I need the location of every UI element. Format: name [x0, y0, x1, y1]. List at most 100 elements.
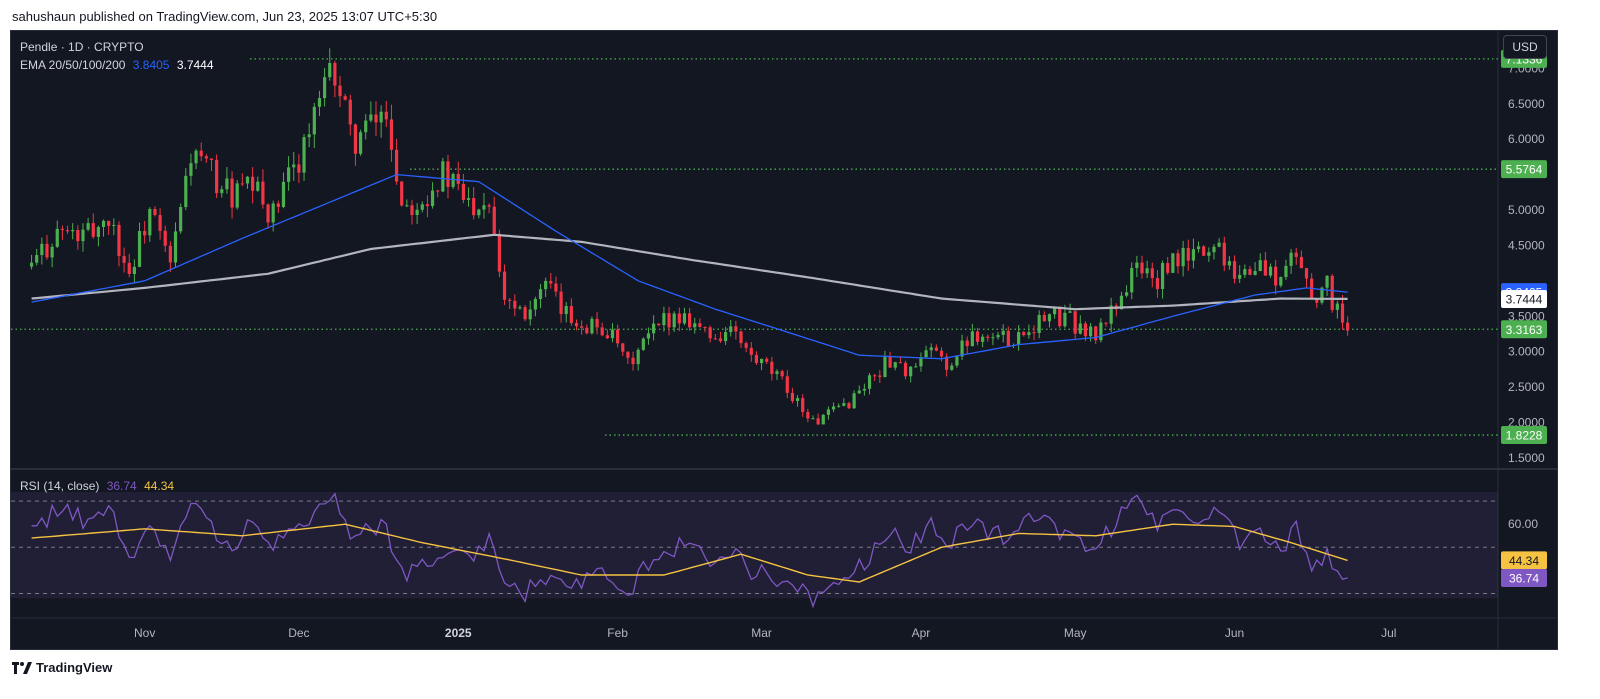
price-tick-label: 4.5000 [1508, 238, 1545, 252]
footer-bar [0, 650, 1600, 699]
candle-body [857, 390, 861, 394]
ema-value-white: 3.7444 [176, 58, 214, 72]
candle-body [641, 338, 645, 350]
candle-body [1053, 306, 1057, 315]
candle-body [806, 411, 810, 419]
candle-body [1212, 246, 1216, 253]
candle-body [955, 356, 959, 366]
candle-body [862, 388, 866, 391]
candle-body [91, 223, 95, 237]
rsi-tags: 44.34 36.74 [1501, 551, 1547, 587]
candle-body [466, 198, 471, 200]
candle-body [1166, 263, 1170, 273]
candle-body [790, 392, 795, 401]
candle-body [322, 77, 327, 99]
candle-body [86, 223, 90, 230]
candle-body [338, 85, 342, 97]
candle-body [456, 174, 460, 184]
candle-body [667, 313, 671, 328]
candle-body [1330, 275, 1334, 310]
candle-body [358, 132, 363, 154]
horizontal-levels [11, 58, 1498, 436]
candle-body [415, 209, 419, 216]
candle-body [184, 175, 188, 208]
candle-body [585, 327, 589, 334]
price-tick-label: 6.5000 [1508, 97, 1545, 111]
candle-body [400, 181, 404, 206]
candle-body [168, 245, 172, 263]
candle-body [348, 99, 352, 125]
tradingview-logo[interactable]: TradingView [12, 660, 112, 675]
candle-body [867, 375, 872, 389]
candle-body [1176, 253, 1180, 267]
candle-body [1027, 332, 1031, 336]
candle-body [333, 62, 337, 86]
candle-body [1274, 266, 1278, 286]
candle-body [929, 347, 933, 351]
candle-body [559, 291, 563, 315]
rsi-legend[interactable]: RSI (14, close) 36.74 44.34 [20, 479, 174, 493]
candle-body [698, 323, 702, 327]
time-tick-label: May [1064, 626, 1087, 640]
currency-button[interactable]: USD [1503, 35, 1547, 59]
candle-body [1299, 256, 1303, 269]
candle-body [1109, 305, 1113, 324]
candle-body [621, 343, 625, 352]
tradingview-logo-icon [12, 661, 32, 674]
symbol-legend[interactable]: Pendle · 1D · CRYPTO [20, 40, 144, 54]
rsi-ma-value: 44.34 [144, 479, 175, 493]
candle-body [502, 271, 507, 300]
candle-body [569, 306, 573, 324]
candle-body [1238, 274, 1242, 279]
candle-body [137, 231, 142, 267]
ema-white-tag-bg [1501, 289, 1547, 308]
candle-body [230, 178, 234, 208]
candle-body [153, 209, 157, 216]
candle-body [605, 335, 609, 339]
candle-body [1217, 242, 1221, 247]
rsi-ma-line [31, 523, 1348, 583]
time-tick-label: Jun [1225, 626, 1244, 640]
candle-body [1032, 332, 1036, 334]
candle-body [45, 243, 49, 258]
candle-body [996, 334, 1000, 338]
candle-body [1207, 252, 1211, 256]
level-tag: 3.3163 [1506, 323, 1543, 337]
price-tick-label: 3.0000 [1508, 345, 1545, 359]
ema-white-tag: 3.7444 [1506, 292, 1543, 306]
rsi-ma-tag-bg [1501, 551, 1547, 570]
rsi-label: RSI (14, close) [20, 479, 100, 493]
candle-body [682, 313, 687, 324]
candle-body [826, 409, 831, 415]
candle-body [538, 289, 543, 299]
candle-body [245, 176, 250, 184]
candle-body [225, 178, 229, 190]
candle-body [646, 333, 651, 339]
candle-body [1196, 246, 1201, 250]
candle-body [508, 299, 512, 301]
ema-legend[interactable]: EMA 20/50/100/200 3.8405 3.7444 [20, 58, 214, 72]
attribution-text: sahushaun published on TradingView.com, … [12, 9, 438, 24]
candle-body [1279, 277, 1283, 286]
candle-body [251, 176, 255, 191]
level-tag-bg [1501, 320, 1547, 339]
candle-body [1304, 268, 1309, 279]
candle-body [688, 313, 692, 328]
candle-body [919, 357, 923, 367]
candle-body [194, 150, 198, 164]
candle-body [662, 313, 666, 326]
candle-body [960, 340, 964, 357]
price-tick-label: 1.5000 [1508, 451, 1545, 465]
candle-body [626, 351, 630, 358]
candle-body [261, 181, 265, 205]
candle-body [302, 137, 306, 173]
candle-body [173, 231, 178, 263]
candle-body [1243, 269, 1247, 275]
candle-body [1160, 263, 1165, 290]
candle-body [1037, 314, 1041, 333]
candle-body [220, 189, 224, 194]
candle-body [364, 120, 368, 133]
time-tick-label: Nov [134, 626, 155, 640]
level-tag: 1.8228 [1506, 429, 1543, 443]
